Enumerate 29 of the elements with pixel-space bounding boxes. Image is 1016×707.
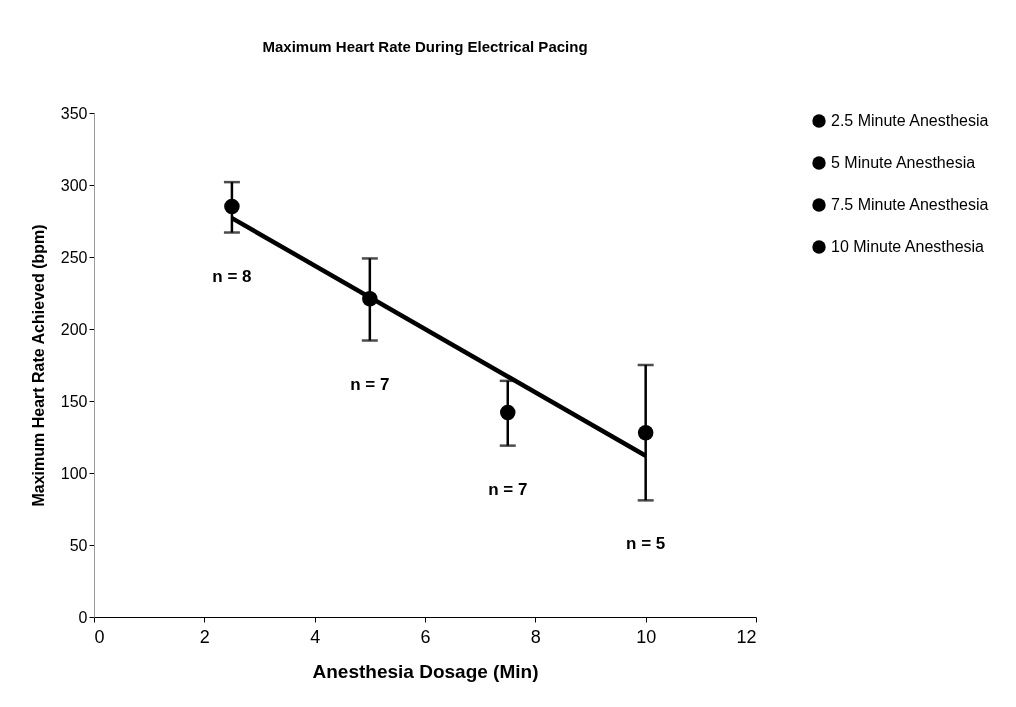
legend-label: 10 Minute Anesthesia: [831, 238, 985, 255]
y-tick-label: 150: [60, 392, 88, 410]
y-tick-label: 250: [60, 248, 88, 266]
legend-label: 2.5 Minute Anesthesia: [831, 112, 989, 129]
y-tick-label: 100: [60, 464, 88, 482]
x-tick-label: 8: [530, 626, 541, 647]
legend-label: 7.5 Minute Anesthesia: [831, 196, 989, 213]
x-tick-label: 6: [420, 626, 431, 647]
point: [224, 198, 240, 215]
x-axis-title: Anesthesia Dosage (Min): [312, 660, 539, 682]
x-tick-label: 4: [310, 626, 321, 647]
x-tick-label: 0: [94, 626, 105, 647]
x-tick-label: 12: [736, 626, 757, 647]
y-tick-label: 350: [60, 104, 88, 122]
annotation: n = 8: [212, 266, 252, 286]
annotation: n = 7: [350, 374, 390, 394]
annotation: n = 5: [626, 534, 666, 554]
y-tick-label: 200: [60, 320, 88, 338]
y-axis-title: Maximum Heart Rate Achieved (bpm): [29, 224, 47, 507]
x-tick-label: 2: [199, 626, 210, 647]
point: [500, 404, 516, 421]
point: [637, 424, 654, 441]
chart-title: Maximum Heart Rate During Electrical Pacing: [262, 38, 588, 55]
legend-label: 5 Minute Anesthesia: [831, 154, 976, 171]
y-tick-label: 50: [69, 536, 88, 554]
annotation: n = 7: [488, 479, 528, 499]
x-tick-label: 10: [636, 626, 657, 647]
y-tick-label: 0: [78, 608, 88, 626]
y-tick-label: 300: [60, 176, 88, 194]
